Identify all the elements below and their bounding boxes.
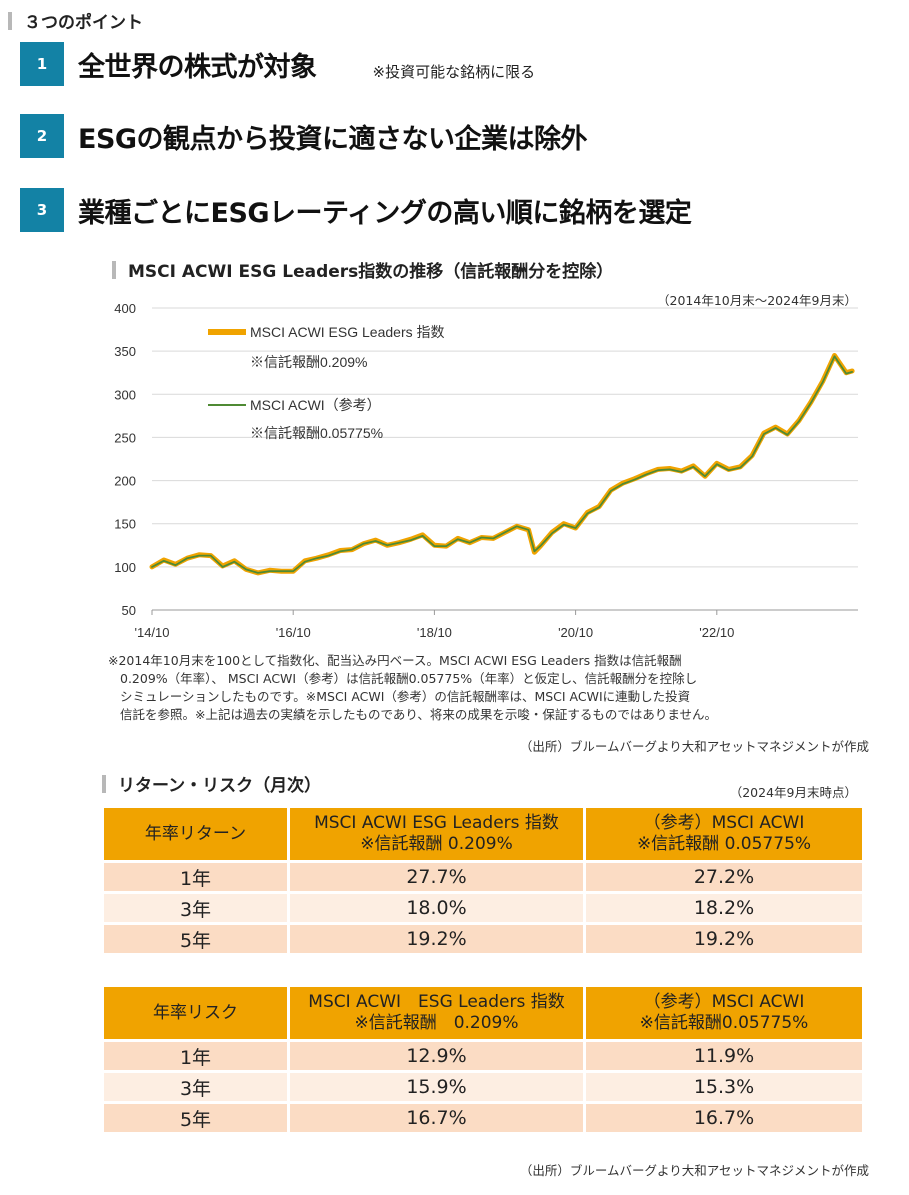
table-title: リターン・リスク（月次）: [118, 776, 322, 796]
risk-header-esg-line2: ※信託報酬 0.209%: [354, 1013, 519, 1033]
chart-header: MSCI ACWI ESG Leaders指数の推移（信託報酬分を控除）: [112, 257, 613, 282]
y-tick-label: 100: [114, 560, 136, 575]
legend-label-esg: MSCI ACWI ESG Leaders 指数: [250, 324, 445, 340]
row-period: 1年: [104, 860, 290, 891]
risk-header-label: 年率リスク: [104, 987, 290, 1039]
table-as-of: （2024年9月末時点）: [729, 785, 857, 800]
return-table-header: 年率リターン MSCI ACWI ESG Leaders 指数 ※信託報酬 0.…: [104, 808, 862, 860]
point-2-text: ESGの観点から投資に適さない企業は除外: [78, 123, 588, 155]
chart-header-bar: [112, 260, 116, 279]
row-acwi-value: 15.3%: [586, 1070, 862, 1101]
legend-note-acwi: ※信託報酬0.05775%: [250, 425, 383, 441]
risk-header-esg-line1: MSCI ACWI ESG Leaders 指数: [308, 992, 565, 1012]
row-esg-value: 12.9%: [290, 1039, 586, 1070]
row-esg-value: 27.7%: [290, 860, 586, 891]
y-tick-label: 350: [114, 344, 136, 359]
index-chart: 50 100 150 200 250 300 350 400 '14/10 '16/10 '18/…: [114, 301, 858, 640]
row-period: 1年: [104, 1039, 290, 1070]
row-period: 3年: [104, 891, 290, 922]
table-row: 1年 12.9% 11.9%: [104, 1039, 862, 1070]
y-tick-label: 400: [114, 301, 136, 316]
return-header-esg: MSCI ACWI ESG Leaders 指数 ※信託報酬 0.209%: [290, 808, 586, 860]
table-row: 3年 15.9% 15.3%: [104, 1070, 862, 1101]
x-tick-label: '16/10: [276, 625, 311, 640]
row-acwi-value: 11.9%: [586, 1039, 862, 1070]
x-tick-label: '22/10: [699, 625, 734, 640]
row-period: 5年: [104, 1101, 290, 1132]
x-tick-label: '14/10: [134, 625, 169, 640]
series-line-esg-leaders: [149, 353, 855, 576]
point-1-number: 1: [20, 42, 64, 86]
row-esg-value: 16.7%: [290, 1101, 586, 1132]
points-title: ３つのポイント: [24, 13, 143, 33]
point-2: 2 ESGの観点から投資に適さない企業は除外: [20, 114, 588, 158]
risk-header-acwi-line1: （参考）MSCI ACWI: [643, 992, 805, 1012]
return-header-esg-line1: MSCI ACWI ESG Leaders 指数: [314, 813, 559, 833]
row-period: 5年: [104, 922, 290, 953]
return-header-label: 年率リターン: [104, 808, 290, 860]
points-header: ３つのポイント: [8, 8, 143, 33]
footnote-line: 信託を参照。※上記は過去の実績を示したものであり、将来の成果を示唆・保証するもの…: [120, 707, 717, 722]
row-esg-value: 15.9%: [290, 1070, 586, 1101]
chart-series: [149, 353, 855, 576]
header-bar: [8, 11, 12, 30]
point-1: 1 全世界の株式が対象 ※投資可能な銘柄に限る: [20, 42, 535, 86]
legend-label-acwi: MSCI ACWI（参考）: [250, 397, 381, 413]
footnote-line: シミュレーションしたものです。※MSCI ACWI（参考）の信託報酬率は、MSC…: [120, 689, 691, 704]
return-header-acwi: （参考）MSCI ACWI ※信託報酬 0.05775%: [586, 808, 862, 860]
row-acwi-value: 19.2%: [586, 922, 862, 953]
y-tick-label: 50: [122, 603, 136, 618]
footnote-line: ※2014年10月末を100として指数化、配当込み円ベース。MSCI ACWI …: [108, 653, 682, 668]
return-header-esg-line2: ※信託報酬 0.209%: [360, 834, 513, 854]
footnote-line: 0.209%（年率）、 MSCI ACWI（参考）は信託報酬0.05775%（年…: [120, 671, 698, 686]
return-table: 年率リターン MSCI ACWI ESG Leaders 指数 ※信託報酬 0.…: [104, 808, 862, 953]
point-3-text: 業種ごとにESGレーティングの高い順に銘柄を選定: [78, 197, 692, 229]
return-header-acwi-line1: （参考）MSCI ACWI: [643, 813, 805, 833]
table-row: 1年 27.7% 27.2%: [104, 860, 862, 891]
row-acwi-value: 27.2%: [586, 860, 862, 891]
point-1-text: 全世界の株式が対象: [78, 51, 317, 83]
y-axis-ticks: 50 100 150 200 250 300 350 400: [114, 301, 136, 618]
x-axis: '14/10 '16/10 '18/10 '20/10 '22/10: [134, 609, 858, 640]
risk-table: 年率リスク MSCI ACWI ESG Leaders 指数 ※信託報酬 0.2…: [104, 987, 862, 1132]
chart-period: （2014年10月末～2024年9月末）: [657, 293, 857, 308]
point-3-number: 3: [20, 188, 64, 232]
row-acwi-value: 16.7%: [586, 1101, 862, 1132]
chart-source: （出所）ブルームバーグより大和アセットマネジメントが作成: [519, 739, 869, 754]
table-row: 3年 18.0% 18.2%: [104, 891, 862, 922]
risk-header-acwi-line2: ※信託報酬0.05775%: [639, 1013, 809, 1033]
return-header-acwi-line2: ※信託報酬 0.05775%: [636, 834, 812, 854]
chart-title: MSCI ACWI ESG Leaders指数の推移（信託報酬分を控除）: [128, 262, 614, 282]
row-esg-value: 18.0%: [290, 891, 586, 922]
risk-header-acwi: （参考）MSCI ACWI ※信託報酬0.05775%: [586, 987, 862, 1039]
point-1-note: ※投資可能な銘柄に限る: [372, 62, 536, 81]
row-esg-value: 19.2%: [290, 922, 586, 953]
point-3: 3 業種ごとにESGレーティングの高い順に銘柄を選定: [20, 188, 692, 232]
series-line-acwi: [151, 355, 853, 574]
x-tick-label: '20/10: [558, 625, 593, 640]
risk-header-esg: MSCI ACWI ESG Leaders 指数 ※信託報酬 0.209%: [290, 987, 586, 1039]
x-tick-label: '18/10: [417, 625, 452, 640]
risk-table-header: 年率リスク MSCI ACWI ESG Leaders 指数 ※信託報酬 0.2…: [104, 987, 862, 1039]
table-row: 5年 19.2% 19.2%: [104, 922, 862, 953]
table-header-bar: [102, 774, 106, 793]
y-tick-label: 150: [114, 517, 136, 532]
point-2-number: 2: [20, 114, 64, 158]
table-source: （出所）ブルームバーグより大和アセットマネジメントが作成: [519, 1163, 869, 1178]
row-acwi-value: 18.2%: [586, 891, 862, 922]
chart-grid: [152, 307, 858, 568]
legend-note-esg: ※信託報酬0.209%: [250, 354, 367, 370]
chart-footnote: ※2014年10月末を100として指数化、配当込み円ベース。MSCI ACWI …: [108, 652, 868, 724]
y-tick-label: 300: [114, 387, 136, 402]
chart-legend: MSCI ACWI ESG Leaders 指数 ※信託報酬0.209% MSC…: [208, 324, 445, 441]
table-row: 5年 16.7% 16.7%: [104, 1101, 862, 1132]
table-header: リターン・リスク（月次）: [102, 771, 321, 796]
row-period: 3年: [104, 1070, 290, 1101]
y-tick-label: 250: [114, 430, 136, 445]
y-tick-label: 200: [114, 474, 136, 489]
